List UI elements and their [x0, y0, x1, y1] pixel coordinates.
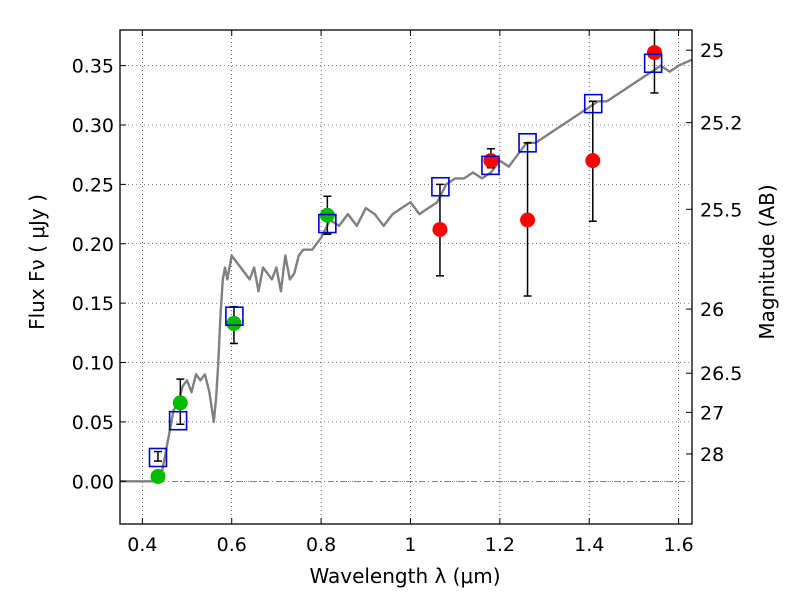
model-square-0: [148, 447, 168, 468]
y-axis-label: Flux Fν ( μJy ): [25, 194, 49, 330]
x-tick-label-2: 0.8: [306, 534, 336, 556]
model-square-3: [318, 213, 337, 234]
model-square-8: [643, 53, 663, 74]
right-tick-label-0: 25: [700, 40, 724, 62]
right-tick-label-2: 25.5: [700, 199, 742, 221]
model-square-1: [168, 410, 188, 431]
model-square-5: [481, 155, 500, 176]
x-tick-label-5: 1.4: [574, 534, 604, 556]
x-axis-label: Wavelength λ (μm): [309, 564, 500, 588]
right-tick-label-5: 27: [700, 402, 724, 424]
green-point-1: [172, 395, 188, 411]
y-tick-label-2: 0.10: [72, 353, 114, 375]
x-tick-label-0: 0.4: [127, 534, 157, 556]
right-tick-label-6: 28: [700, 444, 724, 466]
red-point-2: [520, 212, 536, 228]
right-tick-label-3: 26: [700, 299, 724, 321]
model-square-7: [583, 93, 603, 114]
model-spectrum-line: [120, 58, 693, 483]
x-tick-label-3: 1: [404, 534, 416, 556]
y-tick-label-5: 0.25: [72, 174, 114, 196]
error-bars: [153, 29, 659, 462]
grid-lines: [120, 30, 692, 524]
green-points: [150, 207, 335, 484]
right-tick-label-4: 26.5: [700, 363, 742, 385]
model-square-6: [518, 133, 537, 153]
model-square-2: [225, 306, 244, 326]
y-tick-label-4: 0.20: [72, 234, 114, 256]
x-tick-label-6: 1.6: [663, 534, 693, 556]
plot-frame: [119, 29, 693, 525]
x-tick-label-4: 1.2: [485, 534, 515, 556]
red-point-4: [646, 45, 662, 61]
y-tick-label-3: 0.15: [72, 293, 114, 315]
green-point-0: [150, 469, 166, 484]
red-points: [432, 45, 662, 237]
right-axis-label: Magnitude (AB): [755, 184, 779, 339]
right-axis-ticks: 25 25.2 25.5 26 26.5 27 28: [686, 40, 742, 466]
model-spectrum: [120, 58, 693, 483]
right-tick-label-1: 25.2: [700, 113, 742, 135]
green-point-2: [226, 315, 242, 331]
model-square-4: [431, 176, 450, 197]
x-axis-ticks: 0.4 0.6 0.8 1 1.2 1.4 1.6: [127, 30, 694, 556]
y-tick-label-0: 0.00: [72, 471, 114, 493]
red-point-1: [483, 153, 499, 169]
red-point-0: [432, 222, 448, 237]
y-tick-label-6: 0.30: [72, 115, 114, 137]
red-point-3: [585, 153, 601, 169]
x-tick-label-1: 0.6: [217, 534, 247, 556]
y-tick-label-1: 0.05: [72, 412, 114, 434]
y-axis-ticks: 0.00 0.05 0.10 0.15 0.20 0.25 0.30 0.35: [72, 56, 126, 493]
y-tick-label-7: 0.35: [72, 56, 114, 78]
model-photometry-squares: [148, 53, 663, 468]
